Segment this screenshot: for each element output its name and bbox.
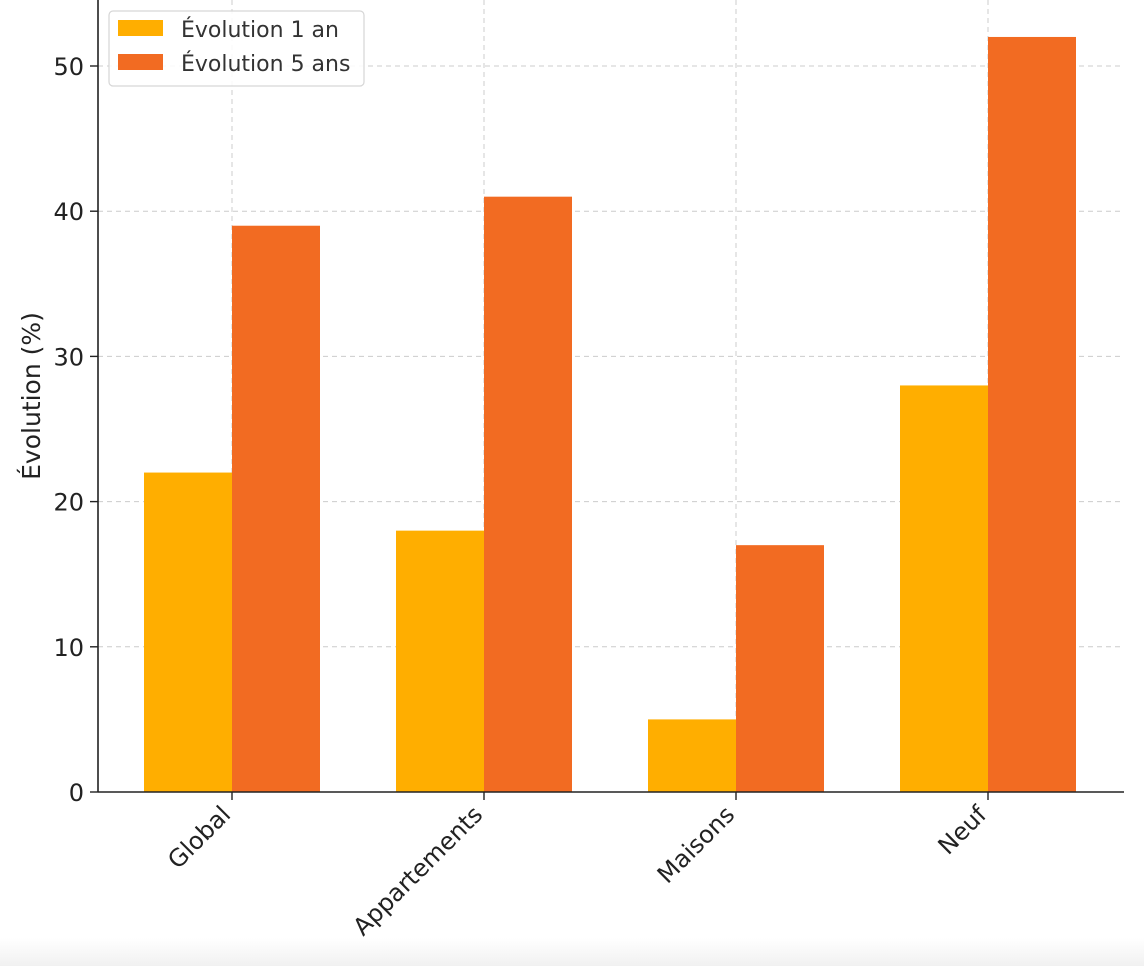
y-tick-label: 10 — [53, 634, 84, 662]
x-tick-label-global: Global — [162, 800, 236, 874]
bar-five-years-global — [232, 225, 320, 793]
y-tick-label: 20 — [53, 489, 84, 517]
bar-one-year-maisons — [648, 719, 736, 792]
bar-one-year-appartements — [396, 530, 484, 792]
x-axis-ticks: Global Appartements Maisons Neuf — [162, 792, 993, 941]
y-tick-label: 40 — [53, 198, 84, 226]
bar-five-years-maisons — [736, 545, 824, 792]
legend-box — [108, 10, 365, 87]
window-bottom-edge — [0, 938, 1144, 966]
y-tick-label: 30 — [53, 343, 84, 371]
x-tick-label-maisons: Maisons — [652, 800, 740, 888]
bar-one-year-global — [144, 472, 232, 792]
bar-five-years-neuf — [988, 36, 1076, 792]
bar-five-years-appartements — [484, 196, 572, 792]
y-tick-label: 0 — [69, 779, 84, 807]
y-axis-ticks: 0 10 20 30 40 50 — [53, 53, 98, 807]
legend-swatch — [118, 54, 163, 70]
bar-one-year-neuf — [900, 385, 988, 792]
x-tick-label-neuf: Neuf — [933, 800, 993, 860]
x-tick-label-appartements: Appartements — [348, 800, 489, 941]
legend-swatch — [118, 20, 163, 36]
bars — [144, 36, 1076, 793]
axes — [97, 0, 1124, 793]
y-tick-label: 50 — [53, 53, 84, 81]
y-axis-label: Évolution (%) — [17, 312, 46, 480]
legend-label: Évolution 5 ans — [181, 51, 350, 77]
legend-label: Évolution 1 an — [181, 17, 339, 43]
legend: Évolution 1 an Évolution 5 ans — [108, 10, 365, 87]
